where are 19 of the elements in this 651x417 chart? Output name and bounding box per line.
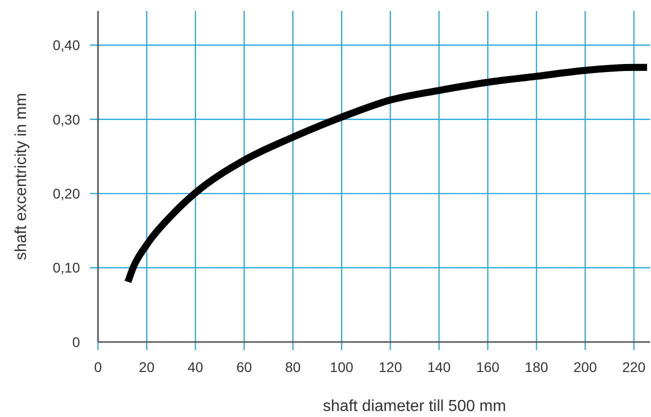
- x-tick-label: 220: [622, 359, 646, 375]
- y-tick-label: 0: [72, 334, 80, 350]
- x-tick-label: 180: [524, 359, 548, 375]
- x-tick-label: 140: [427, 359, 451, 375]
- x-tick-label: 80: [285, 359, 301, 375]
- y-axis-title: shaft excentricity in mm: [13, 92, 30, 260]
- x-tick-label: 60: [236, 359, 252, 375]
- x-tick-label: 200: [574, 359, 598, 375]
- x-axis-title: shaft diameter till 500 mm: [322, 398, 506, 415]
- y-tick-label: 0,30: [52, 111, 80, 128]
- x-tick-label: 160: [476, 359, 500, 375]
- y-tick-label: 0,10: [52, 260, 80, 276]
- x-tick-label: 20: [138, 359, 155, 375]
- y-tick-label: 0,40: [52, 37, 80, 54]
- y-tick-label: 0,20: [52, 185, 80, 202]
- x-tick-label: 100: [330, 359, 354, 375]
- x-tick-label: 120: [378, 359, 402, 375]
- x-tick-label: 40: [188, 359, 204, 375]
- x-tick-label: 0: [94, 359, 102, 375]
